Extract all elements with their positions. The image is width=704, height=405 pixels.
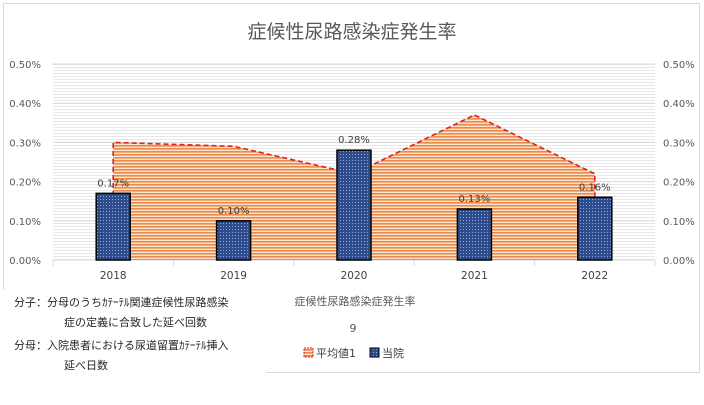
data-label-2018: 0.17%	[97, 178, 129, 189]
legend-average: 平均値1	[303, 347, 356, 360]
legend-average-label: 平均値1	[316, 347, 356, 360]
x-tick-2021: 2021	[461, 270, 488, 282]
y-tick-right-4: 0.40%	[663, 99, 695, 110]
x-axis: 2018 2019 2020 2021 2022	[100, 270, 608, 282]
legend-hospital-swatch	[369, 347, 380, 358]
data-label-2020: 0.28%	[338, 135, 370, 146]
legend-hospital-label: 当院	[382, 346, 404, 360]
chart-title: 症候性尿路感染症発生率	[247, 21, 456, 43]
denominator-label: 分母：	[14, 339, 47, 352]
denominator-row: 分母：入院患者における尿道留置ｶﾃｰﾃﾙ挿入	[14, 337, 229, 353]
y-axis-right: 0.00% 0.10% 0.20% 0.30% 0.40% 0.50%	[663, 60, 695, 267]
data-label-2019: 0.10%	[218, 206, 250, 217]
x-tick-2020: 2020	[341, 270, 368, 282]
legend-hospital: 当院	[369, 346, 404, 360]
bar-2019	[215, 220, 252, 261]
y-tick-right-0: 0.00%	[663, 256, 695, 267]
data-label-2021: 0.13%	[459, 194, 491, 205]
y-tick-left-5: 0.50%	[9, 60, 41, 71]
y-tick-right-2: 0.20%	[663, 178, 695, 189]
denominator-line1: 入院患者における尿道留置ｶﾃｰﾃﾙ挿入	[47, 339, 229, 352]
y-tick-right-5: 0.50%	[663, 60, 695, 71]
bar-series	[95, 149, 613, 261]
y-axis-left: 0.00% 0.10% 0.20% 0.30% 0.40% 0.50%	[9, 60, 41, 267]
y-tick-left-0: 0.00%	[9, 256, 41, 267]
y-tick-left-3: 0.30%	[9, 138, 41, 149]
bar-2022	[577, 196, 613, 261]
x-tick-2018: 2018	[100, 270, 127, 282]
y-tick-left-1: 0.10%	[9, 217, 41, 228]
y-tick-left-2: 0.20%	[9, 178, 41, 189]
numerator-row: 分子：分母のうちｶﾃｰﾃﾙ関連症候性尿路感染	[14, 294, 229, 310]
y-tick-left-4: 0.40%	[9, 99, 41, 110]
chart-svg: 症候性尿路感染症発生率 0.17% 0.10% 0.28% 0.13% 0.16% 0.…	[9, 21, 695, 360]
legend-average-swatch	[303, 347, 314, 358]
numerator-label: 分子：	[14, 296, 47, 309]
legend: 平均値1 当院	[303, 346, 404, 360]
definition-notes: 分子：分母のうちｶﾃｰﾃﾙ関連症候性尿路感染 症の定義に合致した延べ回数 分母：…	[0, 290, 266, 405]
bar-2018	[95, 192, 131, 261]
x-tick-2022: 2022	[581, 270, 608, 282]
data-labels: 0.17% 0.10% 0.28% 0.13% 0.16%	[97, 135, 610, 217]
x-axis-title: 症候性尿路感染症発生率	[295, 294, 416, 308]
y-tick-right-3: 0.30%	[663, 138, 695, 149]
denominator-line2: 延べ日数	[64, 359, 108, 372]
bar-2021	[456, 208, 493, 261]
bar-2020	[336, 149, 372, 261]
x-tick-2019: 2019	[220, 270, 247, 282]
y-tick-right-1: 0.10%	[663, 217, 695, 228]
numerator-line2: 症の定義に合致した延べ回数	[64, 316, 207, 329]
x-axis-subtitle: 9	[350, 322, 357, 335]
data-label-2022: 0.16%	[579, 182, 611, 193]
numerator-line1: 分母のうちｶﾃｰﾃﾙ関連症候性尿路感染	[47, 296, 229, 309]
